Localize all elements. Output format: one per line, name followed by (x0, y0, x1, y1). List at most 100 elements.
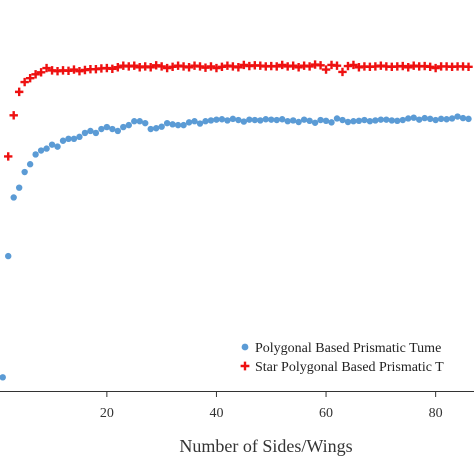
legend-label-2: Star Polygonal Based Prismatic T (255, 360, 444, 375)
series-1-point-24 (131, 118, 138, 125)
series-1-point-61 (333, 115, 341, 122)
legend-label-1: Polygonal Based Prismatic Tume (255, 341, 441, 356)
x-axis-label: Number of Sides/Wings (179, 436, 352, 456)
series-1-point-46 (251, 116, 259, 124)
series-1-point-0 (0, 374, 6, 381)
series-1-point-30 (163, 119, 171, 127)
series-1-point-80 (437, 115, 445, 123)
series-1-point-44 (240, 118, 248, 125)
series-2-point-3 (20, 77, 29, 87)
series-1-point-77 (421, 114, 428, 122)
series-1-point-48 (262, 116, 269, 123)
series-2-point-7 (42, 63, 51, 73)
series-2-point-23 (130, 61, 139, 70)
series-1 (0, 113, 472, 381)
series-1-point-70 (383, 116, 390, 123)
series-1-point-20 (109, 125, 116, 133)
series-1-point-23 (125, 121, 132, 129)
series-1-point-15 (81, 129, 89, 137)
x-axis-ticks: 20 40 60 80 (100, 391, 443, 421)
series-1-point-8 (43, 145, 50, 152)
series-1-point-21 (114, 127, 122, 135)
legend-marker-plus (240, 361, 250, 371)
series-2-point-4 (25, 74, 35, 83)
series-1-point-41 (224, 117, 231, 124)
series-1-point-68 (372, 117, 379, 124)
series-2-point-53 (294, 63, 303, 72)
series-2-point-52 (288, 61, 298, 70)
series-2-point-58 (321, 65, 331, 74)
series-1-point-37 (202, 118, 209, 125)
series-1-point-64 (350, 118, 357, 125)
series-2-point-78 (431, 63, 440, 73)
series-1-point-78 (426, 115, 434, 123)
series-2-point-2 (14, 87, 24, 97)
series-2-point-20 (113, 63, 123, 72)
series-2-point-42 (234, 63, 243, 72)
x-tick-label-80: 80 (429, 406, 443, 421)
legend-item-2: Star Polygonal Based Prismatic T (240, 360, 444, 375)
series-1-point-16 (87, 127, 94, 135)
series-2-point-37 (206, 62, 216, 71)
series-1-point-40 (218, 116, 226, 123)
series-2-point-6 (36, 68, 46, 77)
series-1-point-71 (388, 117, 396, 124)
series-1-point-84 (459, 114, 467, 122)
x-tick-label-40: 40 (209, 406, 223, 421)
series-1-point-19 (103, 123, 111, 131)
series-1-point-45 (246, 116, 253, 123)
series-1-point-13 (70, 135, 78, 143)
series-1-point-9 (48, 141, 56, 148)
series-1-point-2 (10, 194, 17, 201)
legend: Polygonal Based Prismatic Tume Star Polyg… (240, 341, 444, 375)
series-1-point-35 (191, 118, 198, 125)
series-2-point-55 (305, 62, 314, 71)
series-1-point-22 (120, 123, 127, 131)
series-1-point-49 (268, 116, 275, 123)
series-1-point-33 (180, 121, 187, 129)
series-1-point-56 (306, 117, 313, 125)
series-2-point-19 (108, 64, 117, 74)
x-tick-label-60: 60 (319, 406, 333, 421)
series-1-point-69 (377, 116, 385, 123)
series-1-point-55 (300, 116, 308, 123)
series-1-point-6 (32, 151, 39, 158)
series-2-point-84 (464, 62, 473, 72)
series-1-point-12 (65, 135, 72, 143)
series-1-point-65 (355, 117, 363, 125)
series-1-point-82 (448, 115, 456, 122)
series-1-point-51 (279, 116, 286, 123)
series-2-point-28 (157, 62, 166, 71)
series-1-point-42 (229, 115, 237, 123)
series-1-point-47 (257, 117, 264, 124)
series-1-point-38 (207, 117, 215, 124)
series-1-point-34 (185, 119, 193, 126)
series-1-point-5 (26, 161, 34, 168)
legend-item-1: Polygonal Based Prismatic Tume (241, 341, 441, 356)
series-1-point-31 (169, 121, 176, 128)
series-1-point-28 (152, 125, 160, 132)
series-2-point-0 (4, 152, 13, 161)
series-1-point-18 (98, 125, 105, 133)
series-2-point-63 (349, 60, 358, 70)
series-2-point-12 (69, 65, 79, 74)
series-1-point-76 (416, 116, 423, 123)
series-1-point-74 (405, 115, 412, 122)
series-1-point-39 (213, 116, 220, 123)
series-1-point-59 (322, 117, 330, 125)
series-1-point-58 (317, 116, 324, 124)
series-1-point-52 (284, 118, 291, 125)
series-2-point-61 (338, 67, 347, 77)
series-1-point-67 (366, 118, 374, 125)
legend-marker-circle (241, 343, 249, 351)
series-1-point-27 (147, 125, 154, 133)
series-1-point-50 (273, 116, 280, 124)
series-2-point-49 (272, 62, 281, 71)
series-1-point-25 (136, 118, 143, 125)
series-1-point-57 (311, 119, 319, 126)
plot-area: 20 40 60 80 (0, 60, 474, 421)
series-1-point-29 (158, 123, 165, 130)
series-1-point-72 (394, 117, 401, 125)
series-1-point-54 (295, 118, 302, 126)
